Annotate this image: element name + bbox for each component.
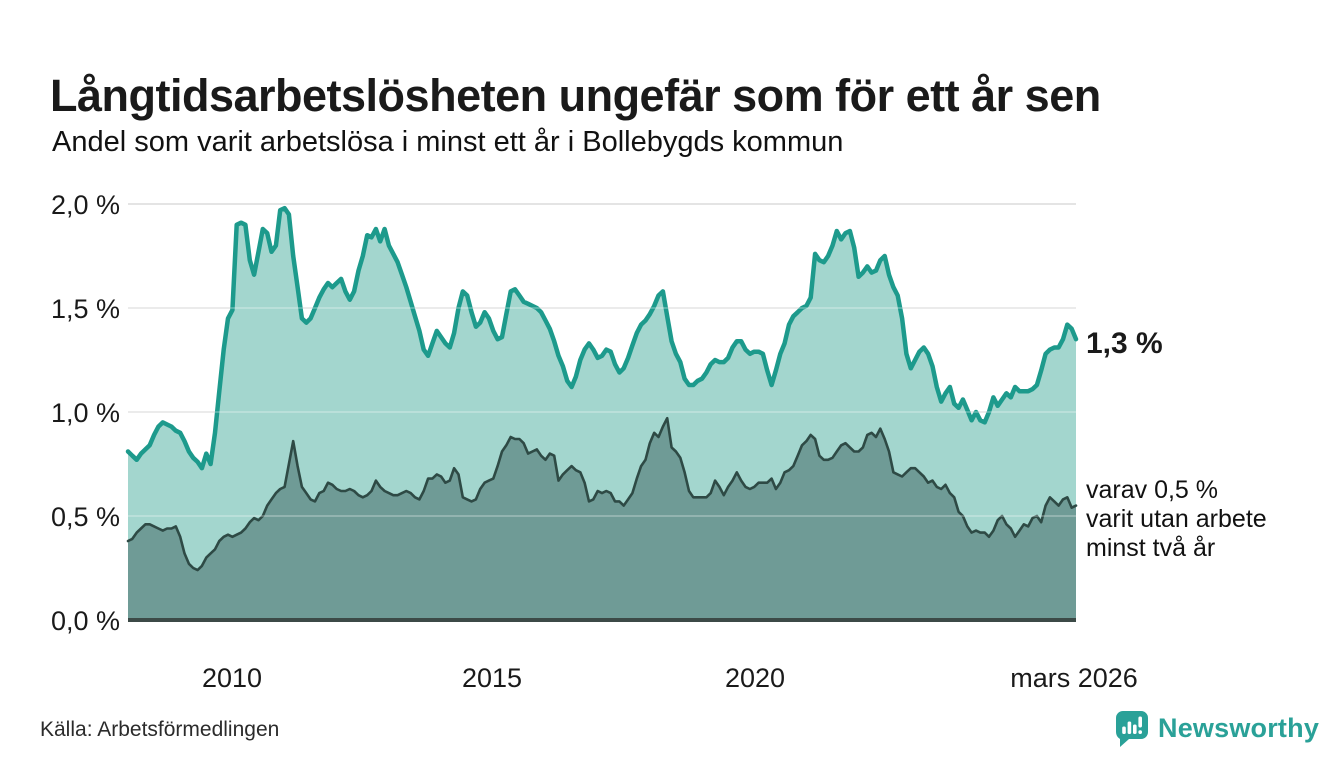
lower-series-label-line1: varav 0,5 % [1086, 476, 1219, 504]
latest-value-label: 1,3 % [1086, 327, 1163, 360]
newsworthy-logo-icon [1116, 710, 1148, 747]
source-attribution: Källa: Arbetsförmedlingen [40, 718, 280, 741]
y-tick-15: 1,5 % [51, 294, 120, 324]
x-tick-2010: 2010 [202, 663, 262, 693]
y-tick-10: 1,0 % [51, 398, 120, 428]
series-lower-area [128, 418, 1076, 620]
y-tick-20: 2,0 % [51, 190, 120, 220]
y-tick-05: 0,5 % [51, 502, 120, 532]
x-tick-2015: 2015 [462, 663, 522, 693]
lower-series-label-line2: varit utan arbete [1086, 505, 1267, 533]
series-upper-line [125, 205, 1079, 471]
y-tick-0: 0,0 % [51, 606, 120, 636]
newsworthy-logo[interactable]: Newsworthy [1115, 708, 1319, 748]
x-tick-2020: 2020 [725, 663, 785, 693]
y-axis-labels: 0,0 % 0,5 % 1,0 % 1,5 % 2,0 % [51, 190, 120, 636]
gridlines-overlay [128, 307, 1076, 517]
x-axis-labels: 2010 2015 2020 mars 2026 [202, 663, 1138, 693]
series-lower-line [126, 416, 1078, 572]
lower-series-label-line3: minst två år [1086, 534, 1216, 562]
page-title: Långtidsarbetslösheten ungefär som för e… [50, 70, 1101, 122]
lower-series-label: varav 0,5 % varit utan arbete minst två … [1086, 476, 1267, 563]
page-subtitle: Andel som varit arbetslösa i minst ett å… [52, 126, 844, 158]
newsworthy-logo-text: Newsworthy [1158, 712, 1320, 743]
x-tick-mars-2026: mars 2026 [1010, 663, 1138, 693]
